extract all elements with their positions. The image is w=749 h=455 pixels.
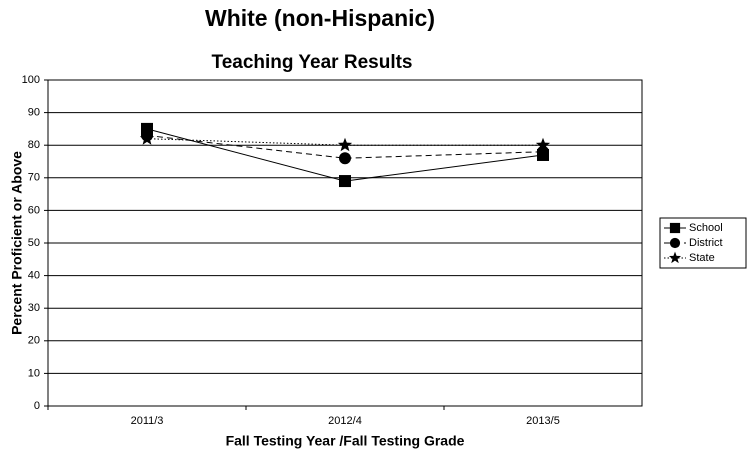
x-tick-label: 2013/5 xyxy=(526,415,560,427)
x-tick-label: 2011/3 xyxy=(131,415,164,427)
chart-title: White (non-Hispanic) xyxy=(205,5,435,31)
marker-circle xyxy=(339,152,351,165)
y-tick-label: 20 xyxy=(28,335,40,347)
y-tick-label: 60 xyxy=(28,204,40,216)
plot-border xyxy=(47,79,643,407)
x-axis-label: Fall Testing Year /Fall Testing Grade xyxy=(226,433,465,449)
marker-star xyxy=(668,251,682,264)
y-axis-label: Percent Proficient or Above xyxy=(9,151,25,335)
marker-star xyxy=(535,137,551,152)
marker-square xyxy=(669,222,681,234)
y-tick-label: 40 xyxy=(28,270,40,282)
legend-label: State xyxy=(689,252,715,264)
y-tick-label: 50 xyxy=(28,237,40,249)
legend-label: School xyxy=(689,222,723,234)
marker-star xyxy=(139,131,155,145)
chart-subtitle: Teaching Year Results xyxy=(212,52,413,73)
y-tick-label: 100 xyxy=(22,74,40,86)
marker-circle xyxy=(669,237,681,249)
marker-star xyxy=(337,137,353,152)
x-tick-label: 2012/4 xyxy=(328,415,362,427)
y-tick-label: 0 xyxy=(34,400,40,412)
y-tick-label: 70 xyxy=(28,172,40,184)
marker-square xyxy=(339,175,351,188)
y-tick-label: 80 xyxy=(28,139,40,151)
legend-label: District xyxy=(689,237,723,249)
series-line xyxy=(146,138,543,146)
marker-square xyxy=(141,122,153,135)
y-tick-label: 90 xyxy=(28,107,40,119)
y-tick-label: 30 xyxy=(28,302,40,314)
y-tick-label: 10 xyxy=(28,367,40,379)
series-line xyxy=(146,134,544,159)
